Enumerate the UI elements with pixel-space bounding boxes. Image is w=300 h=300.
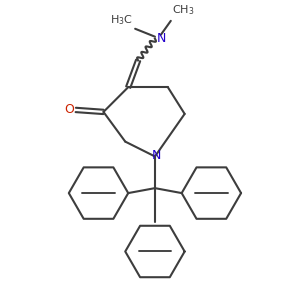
Text: O: O — [64, 103, 74, 116]
Text: N: N — [157, 32, 166, 45]
Text: H$_3$C: H$_3$C — [110, 13, 133, 27]
Text: CH$_3$: CH$_3$ — [172, 3, 194, 17]
Text: N: N — [151, 149, 160, 162]
